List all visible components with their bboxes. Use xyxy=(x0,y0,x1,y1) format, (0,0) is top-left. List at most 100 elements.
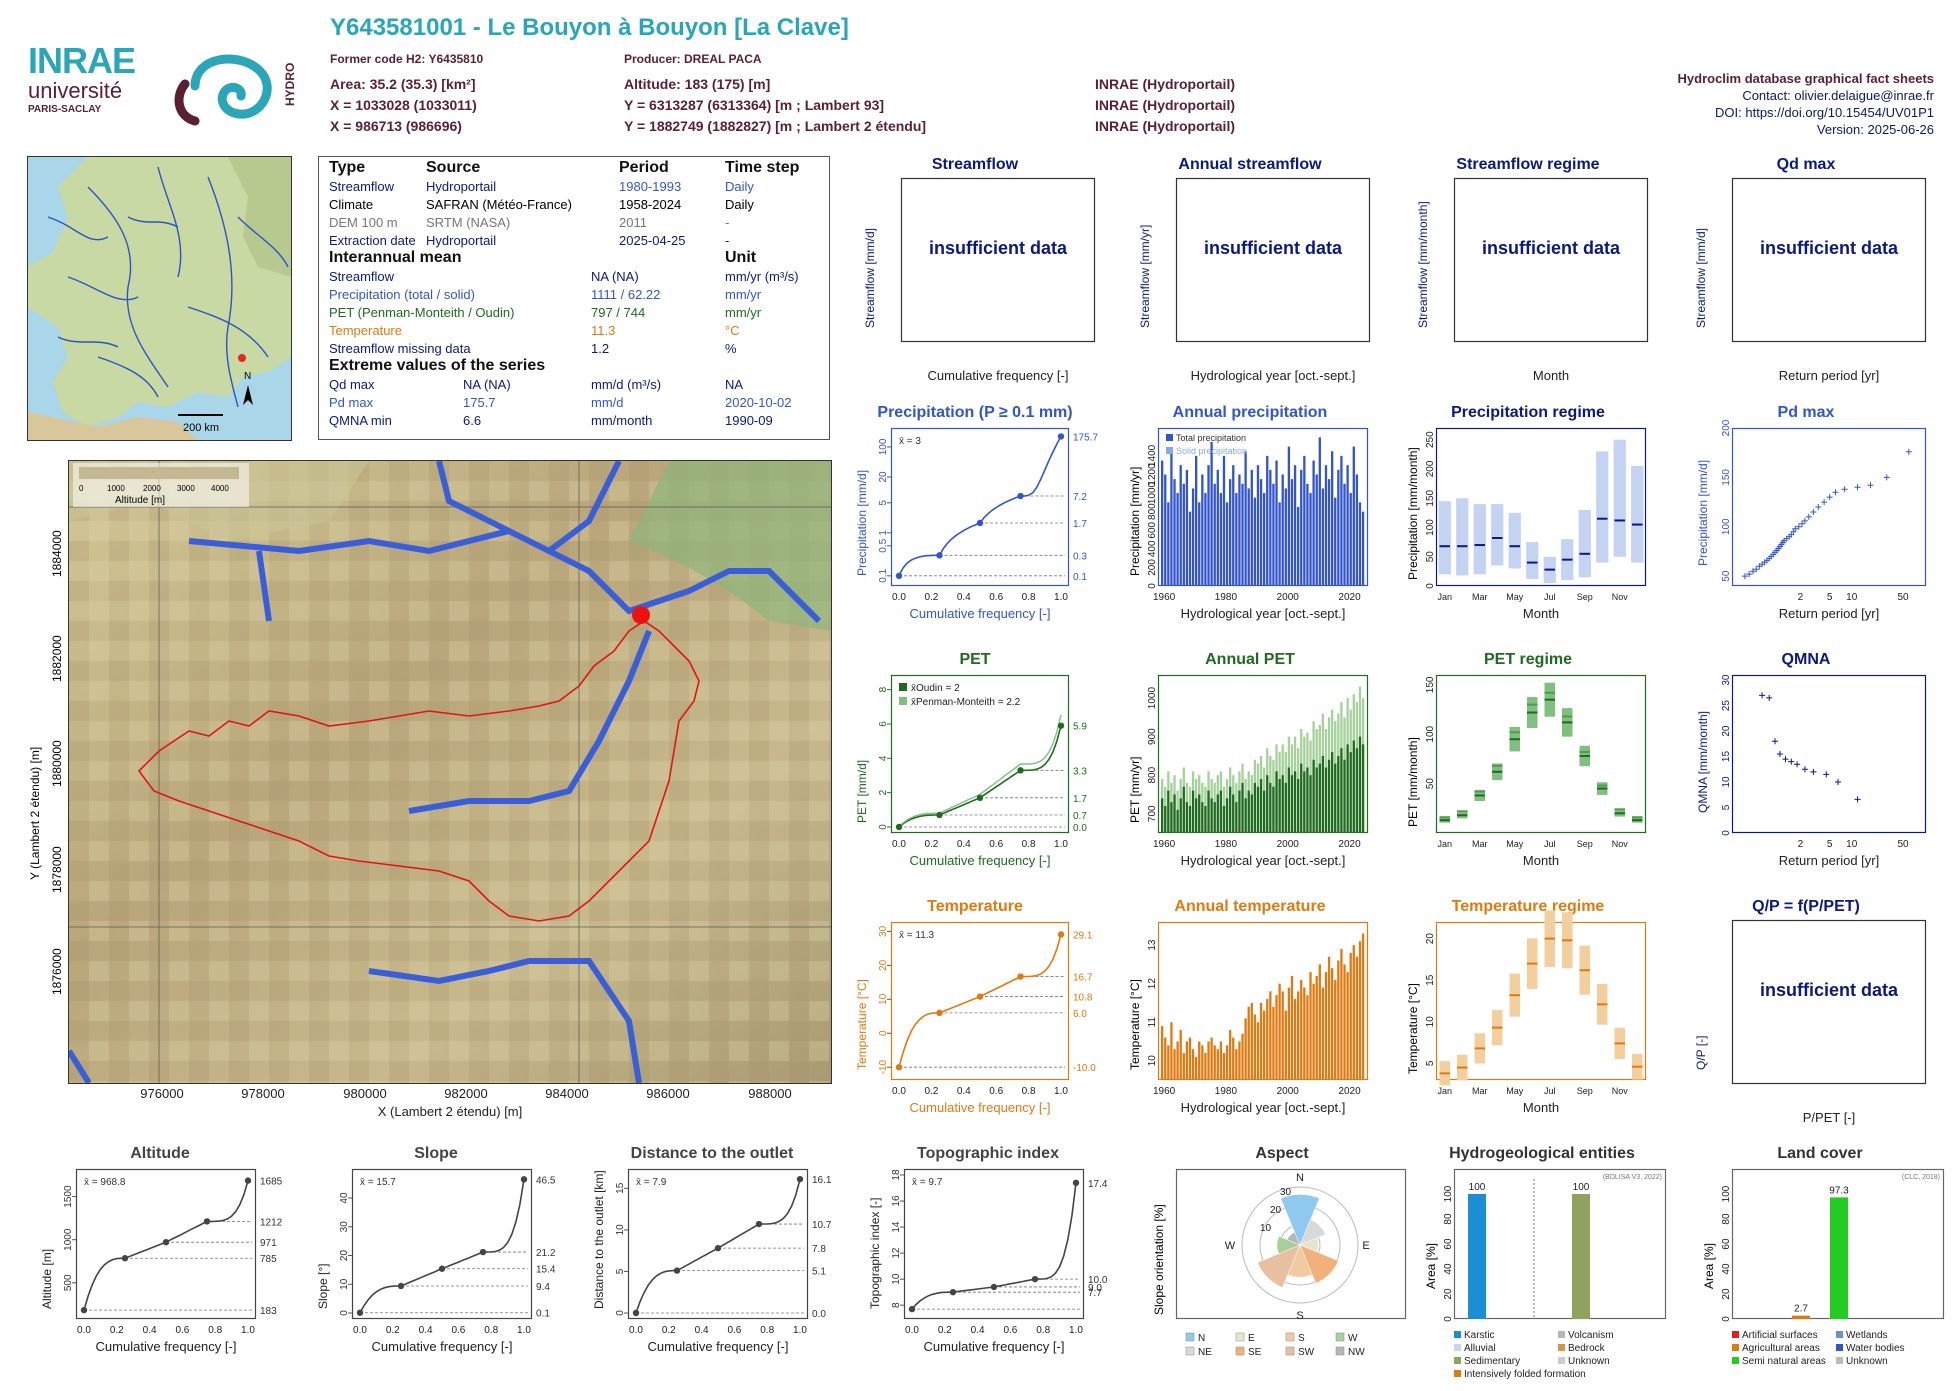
legend-swatch xyxy=(1836,1344,1843,1351)
bar xyxy=(1263,1010,1266,1080)
bar xyxy=(1303,455,1306,586)
legend-swatch xyxy=(1454,1344,1461,1351)
qd_max-title: Qd max xyxy=(1776,156,1836,173)
bar xyxy=(1259,1002,1263,1080)
data-point xyxy=(397,1282,405,1290)
bar xyxy=(1201,1045,1204,1080)
right-tick: 0.1 xyxy=(536,1309,550,1320)
qd_max-status: insufficient data xyxy=(1759,238,1898,258)
bar xyxy=(1324,465,1328,586)
bar xyxy=(1161,798,1164,833)
streamflow-status: insufficient data xyxy=(928,238,1067,258)
legend-label: NW xyxy=(1348,1347,1365,1358)
legend-swatch xyxy=(1558,1344,1565,1351)
bar xyxy=(1188,1037,1192,1080)
bar xyxy=(1195,455,1198,586)
th-unit: Unit xyxy=(725,249,757,266)
precip_regime-svg: 0 50 100 150 200 250 Jan Mar May Jul Sep Nov xyxy=(1425,427,1647,602)
bar xyxy=(1185,1041,1189,1080)
y-tick-label: 200 xyxy=(1147,559,1158,576)
right-tick: 1685 xyxy=(260,1177,283,1188)
right-tick: 10.7 xyxy=(812,1220,832,1231)
x-tick-label: 1960 xyxy=(1153,839,1176,850)
y-tick-label: 100 xyxy=(1425,725,1436,742)
right-tick: 7.8 xyxy=(812,1244,826,1255)
hydro-spiral-icon xyxy=(174,54,272,126)
bar xyxy=(1358,502,1362,586)
y-tick-label: 700 xyxy=(1147,805,1158,822)
streamflow_regime-svg xyxy=(1453,177,1649,343)
slope-ylabel: Slope [°] xyxy=(316,1263,330,1310)
legend-swatch xyxy=(1235,1332,1245,1342)
bar xyxy=(1281,991,1284,1080)
version: Version: 2025-06-26 xyxy=(1816,122,1934,137)
bar xyxy=(1204,493,1207,586)
data-point xyxy=(755,1220,763,1228)
right-tick: 9.4 xyxy=(536,1282,550,1293)
right-tick: 0.0 xyxy=(1073,823,1087,834)
th-source: Source xyxy=(426,159,481,176)
mr-4-value: 1.2 xyxy=(591,341,610,356)
x-tick-label: 1980 xyxy=(1215,1086,1238,1097)
bar xyxy=(1331,451,1334,586)
bar xyxy=(1235,1049,1238,1080)
scatter-point xyxy=(1759,692,1766,699)
topo-ylabel: Topographic index [-] xyxy=(868,1197,882,1309)
y-tick-label: 800 xyxy=(1147,503,1158,520)
rose-sector-SE xyxy=(1299,1244,1339,1284)
bar xyxy=(1327,956,1331,1080)
regime-box xyxy=(1613,439,1626,557)
y-tick-label: 1200 xyxy=(1147,463,1158,486)
bar xyxy=(1210,1037,1213,1080)
y-tick-label: 40 xyxy=(1443,1263,1454,1275)
bar xyxy=(1198,1041,1201,1080)
x-tick-label: 0.8 xyxy=(1022,592,1036,603)
right-tick: 0.3 xyxy=(1073,551,1087,562)
y-tick-label: 1000 xyxy=(63,1228,74,1251)
legend-label: Wetlands xyxy=(1846,1330,1888,1341)
producer: Producer: DREAL PACA xyxy=(624,52,762,66)
x-tick-label: 0.8 xyxy=(1022,839,1036,850)
th-period: Period xyxy=(619,159,669,176)
source-2: INRAE (Hydroportail) xyxy=(1095,97,1235,113)
slope-xlabel: Cumulative frequency [-] xyxy=(371,1339,513,1354)
y-tick-label: 0 xyxy=(1425,583,1436,589)
plot-frame xyxy=(1731,674,1927,834)
x-tick-label: 0.2 xyxy=(924,592,938,603)
bar xyxy=(1219,493,1223,586)
bar xyxy=(1204,806,1207,833)
y-tick-label: 200 xyxy=(1425,460,1436,477)
legend-label: Unknown xyxy=(1846,1356,1888,1367)
bar xyxy=(1312,983,1315,1080)
x-tick-label: 0.8 xyxy=(760,1325,774,1336)
bar xyxy=(1290,479,1294,586)
y-tick-label: 80 xyxy=(1721,1213,1732,1225)
watershed-map-svg: 0 1000 2000 3000 4000 Altitude [m] xyxy=(69,461,831,1083)
y-tick-label: 20 xyxy=(878,959,889,971)
aspect-legend-svg: N E S WNE SE SW NW xyxy=(1185,1332,1365,1358)
streamflow_regime-ylabel: Streamflow [mm/month] xyxy=(1416,201,1430,328)
x-tick-label: 0.2 xyxy=(386,1325,400,1336)
x-tick-label: 0.2 xyxy=(662,1325,676,1336)
er-0-value: NA (NA) xyxy=(463,377,511,392)
bar xyxy=(1309,493,1312,586)
plot-frame xyxy=(1731,177,1927,343)
x-tick-label: 2000 xyxy=(1277,839,1300,850)
qd_max-ylabel: Streamflow [mm/d] xyxy=(1694,227,1708,328)
data-point xyxy=(976,519,984,527)
x-tick-label: Jul xyxy=(1544,592,1556,602)
landcover-bar xyxy=(1830,1197,1848,1319)
right-tick: 3.3 xyxy=(1073,766,1087,777)
aspect-ylabel: Slope orientation [%] xyxy=(1152,1204,1166,1315)
distance-mean: x̄ = 7.9 xyxy=(636,1177,667,1188)
altitude-mean: x̄ = 968.8 xyxy=(84,1177,126,1188)
map-legend-tick-2: 2000 xyxy=(143,484,161,493)
bar xyxy=(1275,771,1278,833)
y-tick-label: 10 xyxy=(1721,776,1732,788)
y-tick-label: 0 xyxy=(878,824,889,830)
tr-2-source: SRTM (NASA) xyxy=(426,215,511,230)
distance-svg: 16.1 10.7 7.8 5.1 0.0 0 5 10 15 0.0 0.2 0.4 0.6 0.8 1.… xyxy=(615,1168,832,1336)
y-tick-label: 100 xyxy=(1721,518,1732,535)
